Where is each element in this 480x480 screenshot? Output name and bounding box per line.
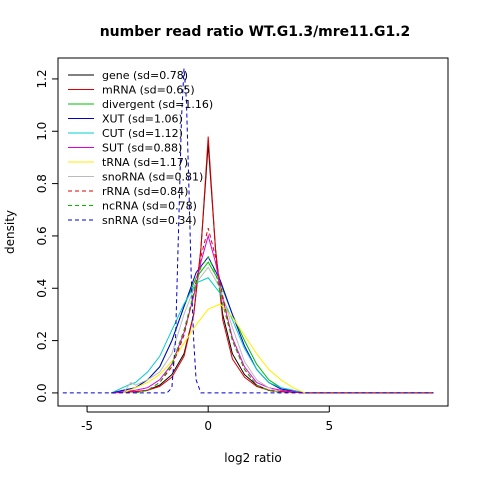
y-tick-label: 0.2 — [35, 331, 49, 350]
x-axis: -5 0 5 — [81, 406, 333, 433]
chart-title: number read ratio WT.G1.3/mre11.G1.2 — [100, 24, 411, 40]
legend-entry: CUT (sd=1.12) — [102, 127, 183, 140]
y-tick-label: 0.8 — [35, 174, 49, 193]
series-line-9 — [135, 255, 282, 394]
plot-frame — [57, 57, 449, 407]
series-line-7 — [122, 266, 282, 394]
legend-entry: ncRNA (sd=0.78) — [102, 200, 197, 213]
series-line-4 — [111, 277, 306, 394]
y-tick-label: 0.4 — [35, 279, 49, 298]
legend-entry: snRNA (sd=0.34) — [102, 214, 197, 227]
y-tick-label: 0.6 — [35, 226, 49, 245]
x-tick-label: 0 — [204, 419, 212, 433]
legend: gene (sd=0.78) mRNA (sd=0.65)divergent (s… — [68, 69, 213, 227]
series-line-8 — [135, 227, 282, 394]
series-line-10 — [62, 68, 434, 394]
legend-entry: snoRNA (sd=0.81) — [102, 171, 203, 184]
y-tick-label: 1.2 — [35, 69, 49, 88]
series-line-2 — [111, 261, 306, 394]
legend-entry: mRNA (sd=0.65) — [102, 84, 195, 97]
legend-entry: divergent (sd=1.16) — [102, 98, 213, 111]
legend-entry: SUT (sd=0.88) — [102, 142, 182, 155]
x-tick-label: 5 — [325, 419, 333, 433]
legend-entry: gene (sd=0.78) — [102, 69, 188, 82]
y-axis: 0.0 0.2 0.4 0.6 0.8 1.0 1.2 — [35, 69, 58, 402]
y-tick-label: 0.0 — [35, 383, 49, 402]
x-axis-label: log2 ratio — [224, 451, 281, 465]
x-tick-label: -5 — [81, 419, 93, 433]
legend-entry: tRNA (sd=1.17) — [102, 156, 188, 169]
series-lines — [62, 68, 434, 394]
y-tick-label: 1.0 — [35, 122, 49, 141]
legend-entry: XUT (sd=1.06) — [102, 113, 183, 126]
y-axis-label: density — [3, 210, 17, 254]
series-line-5 — [111, 234, 306, 394]
series-line-6 — [123, 303, 306, 394]
legend-entry: rRNA (sd=0.84) — [102, 185, 188, 198]
